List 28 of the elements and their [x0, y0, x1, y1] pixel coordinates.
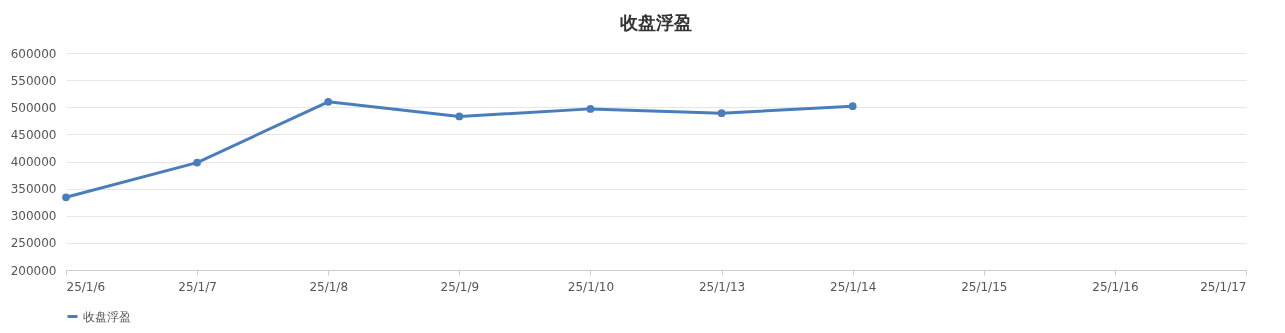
y-tick-label: 500000	[10, 100, 57, 115]
point	[324, 97, 333, 106]
y-tick-label: 450000	[10, 127, 57, 142]
y-tick-label: 600000	[10, 46, 57, 61]
x-tick-label: 25/1/8	[309, 279, 349, 294]
chart-title: 收盘浮盈	[620, 12, 692, 33]
y-tick-label: 300000	[10, 209, 57, 224]
x-tick-label: 25/1/16	[1092, 279, 1139, 294]
x-tick-label: 25/1/17	[1200, 279, 1247, 294]
point	[193, 158, 201, 167]
x-tick-label: 25/1/14	[830, 279, 877, 294]
y-tick-label: 350000	[10, 182, 57, 197]
point	[848, 102, 857, 111]
point	[586, 105, 595, 113]
y-tick-label: 200000	[10, 263, 57, 278]
point	[717, 109, 726, 118]
x-tick-label: 25/1/7	[178, 279, 217, 294]
x-tick-label: 25/1/10	[567, 279, 615, 294]
x-tick-label: 25/1/9	[440, 279, 480, 294]
x-tick-label: 25/1/6	[66, 279, 106, 294]
y-tick-label: 550000	[10, 73, 57, 88]
point	[62, 193, 70, 202]
x-tick-label: 25/1/13	[698, 279, 746, 294]
point	[455, 112, 464, 121]
y-tick-label: 250000	[10, 236, 57, 251]
legend-label: 收盘浮盈	[83, 309, 131, 324]
y-tick-label: 400000	[10, 155, 57, 169]
x-tick-label: 25/1/15	[961, 279, 1008, 294]
